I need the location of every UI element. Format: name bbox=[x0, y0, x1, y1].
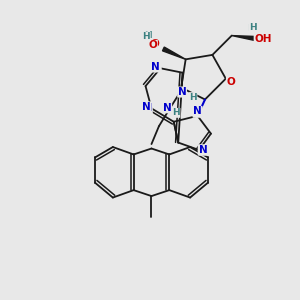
Text: N: N bbox=[193, 106, 202, 116]
Text: OH: OH bbox=[254, 34, 272, 44]
Text: N: N bbox=[142, 102, 151, 112]
Text: N: N bbox=[199, 145, 208, 155]
Text: O: O bbox=[151, 40, 160, 50]
Text: N: N bbox=[143, 103, 152, 113]
Text: OH: OH bbox=[255, 34, 272, 44]
Polygon shape bbox=[163, 47, 186, 59]
Text: H: H bbox=[144, 31, 152, 40]
Text: O: O bbox=[226, 77, 235, 87]
Text: O: O bbox=[226, 77, 235, 87]
Text: H: H bbox=[172, 108, 180, 117]
Polygon shape bbox=[232, 36, 256, 40]
Text: H: H bbox=[189, 93, 197, 102]
Text: N: N bbox=[152, 62, 161, 72]
Text: O: O bbox=[148, 40, 157, 50]
Text: N: N bbox=[151, 62, 160, 72]
Text: N: N bbox=[178, 87, 187, 97]
Text: H: H bbox=[249, 23, 256, 32]
Text: N: N bbox=[193, 107, 202, 117]
Text: H: H bbox=[247, 24, 254, 33]
Text: H: H bbox=[142, 32, 150, 41]
Text: N: N bbox=[163, 103, 172, 113]
Text: N: N bbox=[198, 145, 207, 155]
